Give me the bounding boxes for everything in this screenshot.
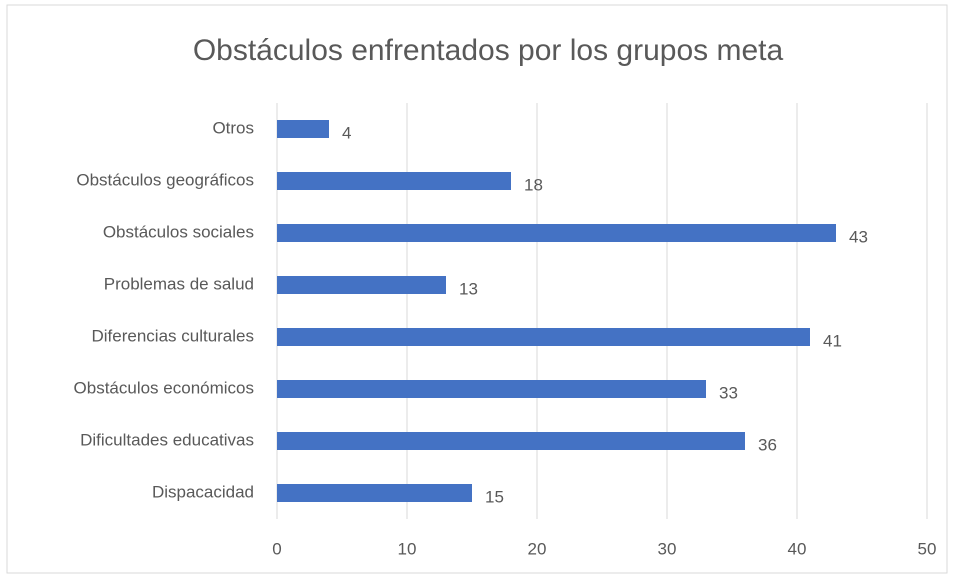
value-label: 15 (485, 487, 504, 506)
chart-border (6, 4, 948, 574)
x-tick-label: 40 (788, 539, 807, 558)
x-tick-label: 30 (658, 539, 677, 558)
bar (277, 276, 446, 294)
bar (277, 172, 511, 190)
value-label: 13 (459, 279, 478, 298)
x-tick-label: 20 (528, 539, 547, 558)
y-tick-label: Diferencias culturales (91, 326, 254, 345)
y-tick-label: Dificultades educativas (80, 430, 254, 449)
y-tick-label: Otros (212, 118, 254, 137)
y-tick-label: Problemas de salud (104, 274, 254, 293)
bar (277, 380, 706, 398)
bar (277, 432, 745, 450)
value-label: 4 (342, 123, 351, 142)
y-tick-label: Dispacacidad (152, 482, 254, 501)
y-tick-label: Obstáculos geográficos (76, 170, 254, 189)
x-tick-label: 10 (398, 539, 417, 558)
y-tick-label: Obstáculos económicos (74, 378, 254, 397)
chart-title: Obstáculos enfrentados por los grupos me… (193, 34, 784, 67)
bar (277, 484, 472, 502)
x-tick-label: 50 (918, 539, 937, 558)
bar (277, 224, 836, 242)
value-label: 43 (849, 227, 868, 246)
value-label: 41 (823, 331, 842, 350)
value-label: 36 (758, 435, 777, 454)
x-tick-label: 0 (272, 539, 281, 558)
y-tick-label: Obstáculos sociales (103, 222, 254, 241)
value-label: 33 (719, 383, 738, 402)
bar (277, 120, 329, 138)
bar (277, 328, 810, 346)
value-label: 18 (524, 175, 543, 194)
